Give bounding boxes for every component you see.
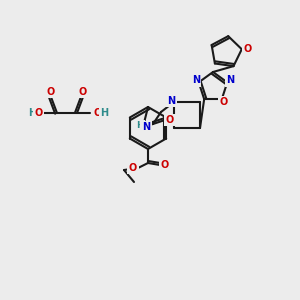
Text: N: N <box>167 96 175 106</box>
Text: H: H <box>100 108 108 118</box>
Text: N: N <box>192 75 200 85</box>
Text: O: O <box>166 115 174 125</box>
Text: H: H <box>136 122 144 130</box>
Text: O: O <box>244 44 252 54</box>
Text: O: O <box>79 87 87 97</box>
Text: H: H <box>28 108 36 118</box>
Text: O: O <box>129 163 137 173</box>
Text: O: O <box>220 97 228 107</box>
Text: O: O <box>93 108 101 118</box>
Text: O: O <box>161 160 169 170</box>
Text: O: O <box>35 108 43 118</box>
Text: O: O <box>47 87 55 97</box>
Text: N: N <box>226 75 234 85</box>
Text: N: N <box>142 122 150 132</box>
